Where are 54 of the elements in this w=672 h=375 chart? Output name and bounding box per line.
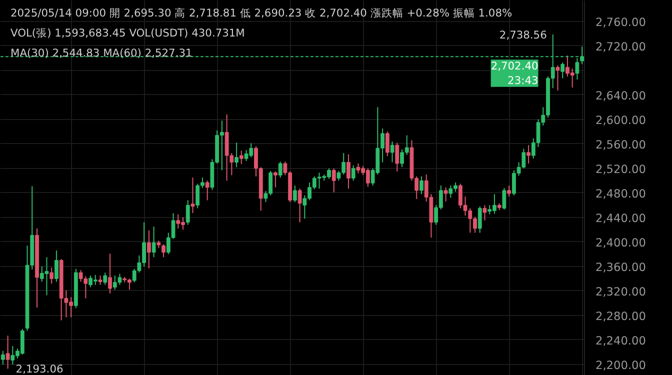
candlestick	[292, 185, 297, 203]
candlestick	[274, 170, 278, 188]
candlestick	[234, 142, 238, 168]
candlestick	[332, 168, 336, 193]
y-tick-label: 2,400.00	[596, 235, 646, 250]
candlestick	[502, 188, 506, 210]
candlestick	[298, 188, 302, 223]
candlestick	[444, 186, 448, 202]
y-tick-label: 2,640.00	[596, 88, 646, 102]
candlestick	[278, 161, 282, 178]
y-tick-label: 2,200.00	[596, 358, 646, 372]
annotation: 2,193.06	[16, 362, 64, 375]
candlestick	[478, 206, 482, 234]
candlestick	[6, 335, 10, 370]
annotation: 2,738.56	[499, 28, 548, 42]
candlestick	[152, 226, 156, 258]
candlestick	[190, 177, 195, 214]
y-tick-label: 2,360.00	[596, 260, 646, 274]
candlestick	[239, 150, 244, 165]
candlestick	[0, 350, 5, 365]
y-tick-label: 2,520.00	[596, 162, 646, 176]
candlestick	[385, 131, 390, 157]
y-tick-label: 2,480.00	[596, 186, 646, 200]
candlestick	[98, 275, 102, 286]
candlestick	[420, 176, 424, 195]
y-tick-label: 2,440.00	[596, 210, 646, 225]
annotation: MA(30) 2,544.83 MA(60) 2,527.31	[10, 46, 192, 60]
candlestick	[162, 244, 166, 258]
candlestick	[395, 142, 400, 172]
annotation: VOL(張) 1,593,683.45 VOL(USDT) 430.731M	[10, 26, 245, 40]
candlestick	[146, 230, 151, 269]
y-tick-label: 2,280.00	[596, 308, 646, 323]
candlestick	[351, 164, 356, 182]
candlestick	[507, 185, 512, 198]
ref-line-label: 2,702.40 23:43	[490, 60, 538, 87]
y-tick-label: 2,760.00	[596, 14, 646, 29]
candlestick	[103, 272, 108, 286]
candlestick	[50, 267, 54, 284]
y-tick-label: 2,560.00	[596, 137, 646, 152]
candlestick	[346, 154, 350, 190]
candlestick	[186, 200, 190, 226]
candlestick	[390, 140, 394, 163]
y-tick-label: 2,600.00	[596, 112, 646, 127]
candlestick	[54, 250, 58, 282]
candlestick	[526, 144, 530, 164]
y-tick-label: 2,240.00	[596, 333, 646, 348]
candlestick	[482, 204, 487, 221]
y-tick-label: 2,720.00	[596, 39, 646, 54]
y-tick-label: 2,320.00	[596, 284, 646, 298]
candlestick	[556, 64, 560, 92]
candlestick	[205, 180, 210, 201]
annotation: 2025/05/14 09:00 開 2,695.30 高 2,718.81 低 2,690.23 收 2,702.40 漲跌幅 +0.28% 振幅 1.08%	[10, 6, 512, 20]
candlestick	[560, 62, 565, 79]
candlestick	[108, 253, 112, 294]
